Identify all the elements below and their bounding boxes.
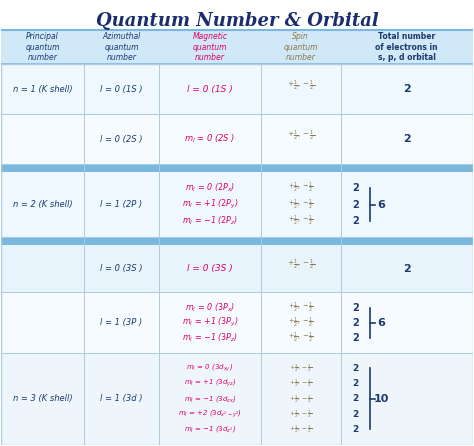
FancyBboxPatch shape bbox=[1, 353, 473, 445]
Text: $+\frac{1}{2},-\frac{1}{2}$: $+\frac{1}{2},-\frac{1}{2}$ bbox=[289, 377, 312, 389]
Text: 2: 2 bbox=[403, 264, 410, 274]
Text: $m_l$ = 0 ($3P_x$): $m_l$ = 0 ($3P_x$) bbox=[185, 301, 235, 314]
FancyBboxPatch shape bbox=[1, 237, 473, 245]
FancyBboxPatch shape bbox=[1, 245, 473, 293]
Text: $+\frac{1}{2},-\frac{1}{2}$: $+\frac{1}{2},-\frac{1}{2}$ bbox=[289, 423, 312, 435]
Text: $+\frac{1}{2},-\frac{1}{2}$: $+\frac{1}{2},-\frac{1}{2}$ bbox=[288, 198, 313, 212]
Text: Spin
quantum
number: Spin quantum number bbox=[283, 33, 318, 62]
Text: 2: 2 bbox=[352, 425, 358, 434]
FancyBboxPatch shape bbox=[1, 114, 473, 164]
Text: l = 0 (2S ): l = 0 (2S ) bbox=[100, 135, 143, 144]
Text: Magnetic
quantum
number: Magnetic quantum number bbox=[192, 33, 228, 62]
Text: 6: 6 bbox=[378, 200, 386, 210]
Text: 2: 2 bbox=[352, 379, 358, 388]
Text: $m_l$ = −1 ($3d_{z^2}$): $m_l$ = −1 ($3d_{z^2}$) bbox=[184, 424, 236, 434]
Text: 10: 10 bbox=[374, 394, 389, 404]
Text: 2: 2 bbox=[352, 363, 358, 372]
FancyBboxPatch shape bbox=[1, 164, 473, 172]
Text: $+\frac{1}{2},-\frac{1}{2}$: $+\frac{1}{2},-\frac{1}{2}$ bbox=[287, 78, 315, 93]
Text: 2: 2 bbox=[403, 84, 410, 94]
Text: Quantum Number & Orbital: Quantum Number & Orbital bbox=[96, 12, 378, 30]
Text: Total number
of electrons in
s, p, d orbital: Total number of electrons in s, p, d orb… bbox=[375, 33, 438, 62]
Text: $+\frac{1}{2},-\frac{1}{2}$: $+\frac{1}{2},-\frac{1}{2}$ bbox=[289, 393, 312, 405]
Text: $m_l$ = +1 ($3P_y$): $m_l$ = +1 ($3P_y$) bbox=[182, 316, 238, 329]
Text: $m_l$ = 0 ($3d_{xy}$): $m_l$ = 0 ($3d_{xy}$) bbox=[186, 363, 233, 374]
Text: l = 0 (3S ): l = 0 (3S ) bbox=[187, 264, 233, 273]
Text: 2: 2 bbox=[352, 409, 358, 418]
Text: $m_l$ = 0 (2S ): $m_l$ = 0 (2S ) bbox=[184, 133, 236, 145]
Text: $m_l$ = −1 ($3d_{zx}$): $m_l$ = −1 ($3d_{zx}$) bbox=[183, 394, 236, 404]
Text: n = 1 (K shell): n = 1 (K shell) bbox=[13, 85, 73, 94]
Text: 2: 2 bbox=[352, 302, 359, 313]
FancyBboxPatch shape bbox=[1, 64, 473, 114]
Text: l = 0 (3S ): l = 0 (3S ) bbox=[100, 264, 143, 273]
Text: $+\frac{1}{2},-\frac{1}{2}$: $+\frac{1}{2},-\frac{1}{2}$ bbox=[287, 258, 315, 273]
Text: l = 0 (1S ): l = 0 (1S ) bbox=[187, 85, 233, 94]
Text: n = 2 (K shell): n = 2 (K shell) bbox=[13, 200, 73, 209]
Text: $m_l$ = −1 ($2P_z$): $m_l$ = −1 ($2P_z$) bbox=[182, 215, 238, 227]
FancyBboxPatch shape bbox=[1, 293, 473, 353]
Text: $+\frac{1}{2},-\frac{1}{2}$: $+\frac{1}{2},-\frac{1}{2}$ bbox=[289, 362, 312, 374]
Text: $+\frac{1}{2},-\frac{1}{2}$: $+\frac{1}{2},-\frac{1}{2}$ bbox=[288, 330, 313, 345]
Text: l = 1 (2P ): l = 1 (2P ) bbox=[100, 200, 143, 209]
Text: $m_l$ = +1 ($2P_y$): $m_l$ = +1 ($2P_y$) bbox=[182, 198, 238, 211]
Text: 6: 6 bbox=[378, 318, 386, 328]
Text: 2: 2 bbox=[352, 183, 359, 193]
FancyBboxPatch shape bbox=[1, 172, 473, 237]
Text: 2: 2 bbox=[352, 394, 358, 403]
Text: Azimuthal
quantum
number: Azimuthal quantum number bbox=[102, 33, 141, 62]
Text: $+\frac{1}{2},-\frac{1}{2}$: $+\frac{1}{2},-\frac{1}{2}$ bbox=[288, 181, 313, 195]
Text: 2: 2 bbox=[352, 318, 359, 328]
Text: 2: 2 bbox=[403, 134, 410, 144]
Text: $+\frac{1}{2},-\frac{1}{2}$: $+\frac{1}{2},-\frac{1}{2}$ bbox=[289, 408, 312, 420]
Text: $m_l$ = −1 ($3P_z$): $m_l$ = −1 ($3P_z$) bbox=[182, 331, 238, 344]
Text: l = 1 (3d ): l = 1 (3d ) bbox=[100, 394, 143, 403]
Text: $m_l$ = 0 ($2P_x$): $m_l$ = 0 ($2P_x$) bbox=[185, 182, 235, 194]
Text: l = 1 (3P ): l = 1 (3P ) bbox=[100, 318, 143, 327]
Text: $+\frac{1}{2},-\frac{1}{2}$: $+\frac{1}{2},-\frac{1}{2}$ bbox=[287, 128, 315, 143]
Text: $+\frac{1}{2},-\frac{1}{2}$: $+\frac{1}{2},-\frac{1}{2}$ bbox=[288, 316, 313, 330]
Text: 2: 2 bbox=[352, 200, 359, 210]
Text: $m_l$ = +1 ($3d_{yz}$): $m_l$ = +1 ($3d_{yz}$) bbox=[183, 378, 236, 389]
Text: n = 3 (K shell): n = 3 (K shell) bbox=[13, 394, 73, 403]
Text: 2: 2 bbox=[352, 333, 359, 343]
Text: Principal
quantum
number: Principal quantum number bbox=[26, 33, 60, 62]
Text: 2: 2 bbox=[352, 216, 359, 226]
Text: l = 0 (1S ): l = 0 (1S ) bbox=[100, 85, 143, 94]
Text: $+\frac{1}{2},-\frac{1}{2}$: $+\frac{1}{2},-\frac{1}{2}$ bbox=[288, 301, 313, 314]
Text: $m_l$ = +2 ($3d_{x^2-y^2}$): $m_l$ = +2 ($3d_{x^2-y^2}$) bbox=[178, 409, 242, 420]
Text: $+\frac{1}{2},-\frac{1}{2}$: $+\frac{1}{2},-\frac{1}{2}$ bbox=[288, 214, 313, 228]
FancyBboxPatch shape bbox=[1, 30, 473, 64]
